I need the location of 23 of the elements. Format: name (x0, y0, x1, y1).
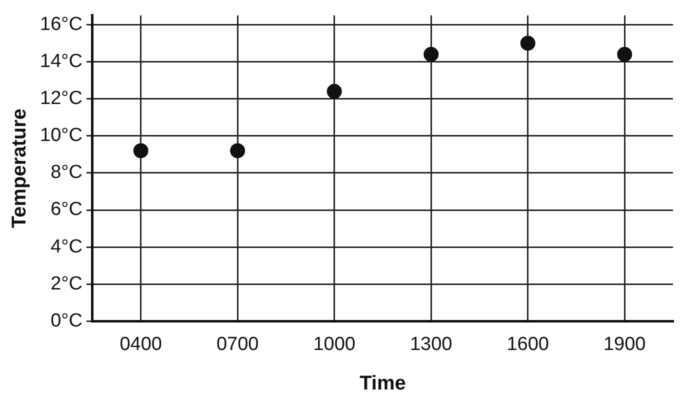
x-tick-label: 1900 (603, 334, 646, 355)
x-axis-title: Time (360, 372, 406, 395)
y-tick-label: 6°C (50, 199, 82, 220)
y-tick-label: 12°C (40, 88, 82, 110)
y-tick-label: 8°C (50, 162, 82, 184)
point (617, 46, 632, 62)
point (230, 143, 246, 158)
point (326, 84, 342, 99)
x-tick-label: 1000 (313, 334, 356, 355)
y-tick-label: 14°C (40, 50, 82, 72)
y-tick-label: 10°C (40, 125, 82, 146)
y-tick-label: 4°C (50, 236, 82, 258)
point (133, 143, 148, 158)
x-tick-label: 1600 (506, 334, 550, 355)
point (520, 36, 536, 51)
y-tick-label: 2°C (50, 273, 82, 294)
x-tick-label: 0400 (120, 334, 162, 355)
point (424, 46, 439, 62)
x-tick-label: 0700 (216, 334, 259, 355)
y-tick-label: 16°C (40, 14, 82, 35)
y-axis-title: Temperature (8, 108, 31, 228)
y-tick-label: 0°C (50, 310, 82, 332)
x-tick-label: 1300 (410, 334, 452, 355)
